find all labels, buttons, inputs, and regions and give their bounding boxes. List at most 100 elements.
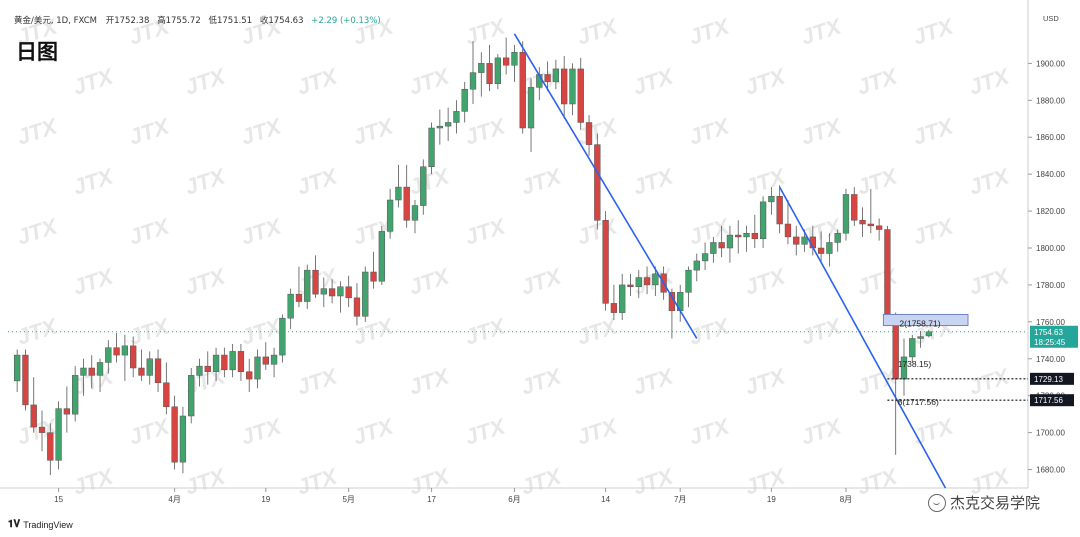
- jtx-watermark: JTX: [238, 413, 285, 450]
- candle-up: [362, 271, 369, 317]
- candle-up: [188, 375, 195, 417]
- candle-down: [486, 63, 493, 84]
- jtx-watermark: JTX: [518, 163, 565, 200]
- candle-down: [88, 367, 95, 376]
- candle-up: [917, 336, 924, 339]
- y-tick-label: 1680.00: [1036, 466, 1065, 475]
- currency-label: USD: [1043, 14, 1059, 23]
- trendline[interactable]: [778, 186, 947, 489]
- jtx-watermark: JTX: [798, 413, 845, 450]
- jtx-watermark: JTX: [70, 263, 117, 300]
- jtx-watermark: JTX: [350, 413, 397, 450]
- candle-down: [503, 57, 510, 66]
- y-tick-label: 1820.00: [1036, 207, 1065, 216]
- candle-down: [519, 52, 526, 129]
- jtx-watermark: JTX: [182, 163, 229, 200]
- candle-down: [47, 432, 54, 461]
- annotation-label: 8(1717.56): [898, 397, 939, 407]
- y-tick-label: 1780.00: [1036, 281, 1065, 290]
- candle-up: [179, 415, 187, 463]
- high-value: 1755.72: [165, 16, 201, 26]
- level-label: 1729.13: [1034, 375, 1063, 384]
- candle-down: [718, 242, 725, 249]
- candle-up: [13, 354, 21, 382]
- jtx-watermark: JTX: [742, 363, 789, 400]
- x-tick-label: 14: [601, 495, 610, 504]
- candle-down: [403, 186, 410, 221]
- jtx-watermark: JTX: [126, 413, 173, 450]
- tradingview-label: TradingView: [23, 519, 73, 530]
- low-value: 1751.51: [216, 16, 253, 26]
- candle-up: [801, 236, 808, 245]
- jtx-watermark: JTX: [462, 213, 509, 250]
- x-tick-label: 6月: [508, 495, 520, 504]
- candle-down: [345, 286, 352, 299]
- jtx-watermark: JTX: [630, 63, 677, 100]
- jtx-watermark: JTX: [350, 113, 397, 150]
- close-value: 1754.63: [268, 16, 304, 26]
- jtx-watermark: JTX: [518, 363, 565, 400]
- candle-up: [420, 166, 427, 206]
- candle-down: [328, 288, 336, 297]
- jtx-watermark: JTX: [14, 413, 61, 450]
- candle-up: [304, 269, 311, 302]
- y-tick-label: 1860.00: [1036, 133, 1065, 142]
- account-watermark: 杰克交易学院: [927, 492, 1040, 513]
- candle-up: [925, 331, 933, 337]
- trendline[interactable]: [513, 33, 698, 339]
- jtx-watermark: JTX: [238, 213, 285, 250]
- candle-down: [22, 354, 29, 406]
- jtx-watermark: JTX: [910, 113, 957, 150]
- jtx-watermark: JTX: [686, 13, 733, 50]
- candle-down: [577, 68, 584, 123]
- high-label: 高: [157, 16, 166, 26]
- candle-up: [337, 286, 344, 297]
- jtx-watermark: JTX: [686, 113, 733, 150]
- candle-up: [121, 345, 129, 356]
- jtx-watermark: JTX: [798, 13, 845, 50]
- open-value: 1752.38: [114, 16, 150, 26]
- jtx-watermark: JTX: [686, 413, 733, 450]
- jtx-watermark: JTX: [742, 463, 789, 500]
- tradingview-logo[interactable]: 𝟏𝐕 TradingView: [8, 519, 73, 530]
- jtx-watermark: JTX: [742, 63, 789, 100]
- candle-up: [768, 196, 775, 203]
- jtx-watermark: JTX: [630, 163, 677, 200]
- jtx-watermark: JTX: [854, 263, 901, 300]
- jtx-watermark: JTX: [966, 263, 1013, 300]
- x-tick-label: 4月: [168, 495, 180, 504]
- candle-up: [146, 358, 153, 376]
- candle-down: [594, 144, 601, 221]
- candle-down: [602, 220, 609, 304]
- jtx-watermark: JTX: [182, 263, 229, 300]
- jtx-watermark: JTX: [854, 163, 901, 200]
- candle-down: [113, 347, 120, 356]
- annotation-label: 1738.15): [898, 359, 932, 369]
- candle-down: [793, 236, 800, 245]
- candle-down: [643, 277, 651, 286]
- candle-down: [237, 351, 245, 372]
- jtx-watermark: JTX: [518, 263, 565, 300]
- jtx-watermark: JTX: [910, 413, 957, 450]
- jtx-watermark: JTX: [406, 263, 453, 300]
- candle-down: [610, 303, 618, 313]
- level-label: 1717.56: [1034, 396, 1063, 405]
- candle-down: [370, 271, 377, 282]
- y-tick-label: 1700.00: [1036, 429, 1065, 438]
- jtx-watermark: JTX: [798, 113, 845, 150]
- x-tick-label: 17: [427, 495, 436, 504]
- candle-up: [701, 253, 709, 262]
- jtx-watermark: JTX: [518, 463, 565, 500]
- candle-up: [909, 338, 916, 358]
- resistance-zone[interactable]: [882, 313, 969, 327]
- jtx-watermark: JTX: [70, 63, 117, 100]
- jtx-watermark: JTX: [182, 463, 229, 500]
- candle-up: [287, 293, 294, 319]
- jtx-watermark: JTX: [182, 63, 229, 100]
- candle-up: [619, 284, 626, 313]
- jtx-watermark: JTX: [406, 63, 453, 100]
- candle-down: [776, 196, 783, 225]
- low-label: 低: [208, 16, 217, 26]
- candle-down: [561, 68, 568, 105]
